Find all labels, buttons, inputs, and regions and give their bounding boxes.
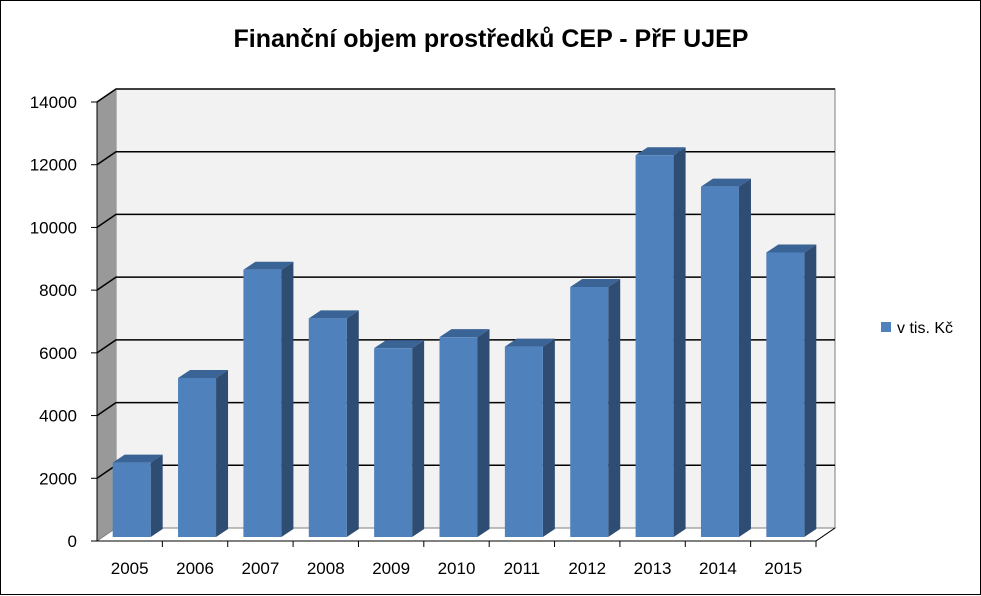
bar [635, 147, 686, 538]
y-tick-label: 8000 [39, 281, 77, 300]
legend-swatch [881, 322, 891, 332]
bar [504, 338, 555, 537]
chart-title: Finanční objem prostředků CEP - PřF UJEP [234, 25, 749, 53]
bar-front [308, 318, 347, 537]
bar-front [374, 348, 413, 537]
x-axis-depth-line [815, 527, 836, 542]
bar-top [178, 369, 229, 378]
bar-top [112, 454, 163, 463]
x-tick-label: 2015 [764, 559, 802, 578]
bar [308, 310, 359, 537]
x-tick-label: 2014 [699, 559, 737, 578]
bar-front [635, 155, 674, 538]
bar-side [281, 261, 294, 537]
gridline [96, 213, 835, 229]
y-tick-label: 4000 [39, 407, 77, 426]
x-tick-label: 2005 [111, 559, 149, 578]
bar-front [178, 377, 217, 537]
bar-side [150, 454, 163, 537]
x-tick-label: 2009 [372, 559, 410, 578]
x-tick-label: 2007 [241, 559, 279, 578]
bar [439, 329, 490, 537]
bar-top [635, 147, 686, 156]
bar-front [243, 269, 282, 537]
gridline [96, 276, 835, 291]
bar-top [504, 338, 555, 347]
y-tick-label: 2000 [39, 469, 77, 488]
x-tick-label: 2006 [176, 559, 214, 578]
bar [112, 454, 163, 537]
bar-top [766, 244, 817, 253]
bar-front [700, 186, 739, 537]
bar [766, 244, 817, 537]
bar-side [608, 279, 621, 537]
gridlines [96, 88, 835, 479]
bar-top [700, 178, 751, 187]
y-tick-label: 12000 [30, 156, 77, 175]
bar-top [374, 340, 425, 349]
bars [112, 147, 817, 538]
bar-top [439, 329, 490, 338]
bar-front [112, 462, 151, 537]
bar [374, 340, 425, 537]
gridline [96, 150, 835, 166]
x-axis-ticks: 2005 2006 2007 2008 2009 2010 2011 2012 2013 2014… [111, 541, 817, 578]
x-tick-label: 2011 [504, 559, 541, 578]
bar [243, 261, 294, 537]
y-tick-label: 10000 [30, 218, 77, 237]
bar [178, 369, 229, 537]
y-axis-ticks: 0 2000 4000 6000 8000 10000 12000 14000 [30, 93, 836, 551]
x-tick-label: 2010 [438, 559, 476, 578]
side-wall [97, 89, 116, 541]
bar-side [346, 310, 359, 537]
bar [700, 178, 751, 537]
bar-side [542, 338, 555, 537]
bar-front [766, 252, 805, 537]
legend-label: v tis. Kč [897, 320, 953, 337]
bar-front [570, 287, 609, 537]
bar [570, 279, 621, 537]
x-tick-label: 2013 [634, 559, 672, 578]
gridline [96, 88, 835, 103]
bar-side [412, 340, 425, 537]
legend: v tis. Kč [881, 320, 953, 337]
y-tick-label: 0 [68, 532, 77, 551]
bar-top [570, 279, 621, 288]
bar-top [243, 261, 294, 270]
bar-front [439, 337, 478, 537]
bar-top [308, 310, 359, 319]
y-tick-label: 6000 [39, 344, 77, 363]
x-tick-label: 2008 [307, 559, 345, 578]
bar-front [504, 346, 543, 537]
bar-side [477, 329, 490, 537]
x-tick-label: 2012 [568, 559, 606, 578]
y-tick-label: 14000 [30, 93, 77, 112]
bar-side [216, 369, 229, 537]
bar-side [738, 178, 751, 537]
bar-side [804, 244, 817, 537]
bar-side [673, 147, 686, 538]
